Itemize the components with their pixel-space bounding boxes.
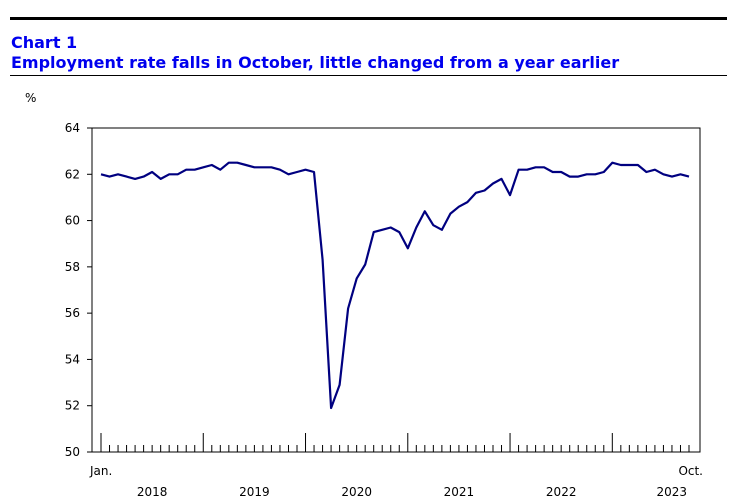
y-tick-label: 50 (65, 445, 80, 459)
x-year-label: 2022 (546, 485, 577, 499)
y-axis: 50 52 54 56 58 60 62 64 (65, 121, 92, 459)
x-year-label: 2021 (444, 485, 475, 499)
chart-title: Employment rate falls in October, little… (11, 53, 620, 72)
y-tick-label: 54 (65, 352, 80, 366)
x-year-label: 2019 (239, 485, 270, 499)
x-axis (100, 433, 690, 452)
series-line-employment-rate (100, 161, 690, 410)
y-tick-label: 56 (65, 306, 80, 320)
y-tick-label: 58 (65, 260, 80, 274)
x-year-label: 2018 (137, 485, 168, 499)
y-tick-label: 60 (65, 214, 80, 228)
chart-number: Chart 1 (11, 33, 78, 52)
top-rule (10, 17, 727, 20)
y-tick-label: 52 (65, 399, 80, 413)
y-tick-label: 64 (65, 121, 80, 135)
y-tick-label: 62 (65, 167, 80, 181)
series-points (100, 162, 690, 409)
x-edge-label-start: Jan. (89, 464, 112, 478)
x-edge-label-end: Oct. (678, 464, 703, 478)
y-axis-unit-label: % (25, 91, 36, 105)
x-year-label: 2023 (656, 485, 687, 499)
x-axis-year-labels: 2018 2019 2020 2021 2022 2023 (137, 485, 687, 499)
title-rule (10, 75, 727, 76)
x-year-label: 2020 (341, 485, 372, 499)
plot-frame (91, 127, 701, 453)
